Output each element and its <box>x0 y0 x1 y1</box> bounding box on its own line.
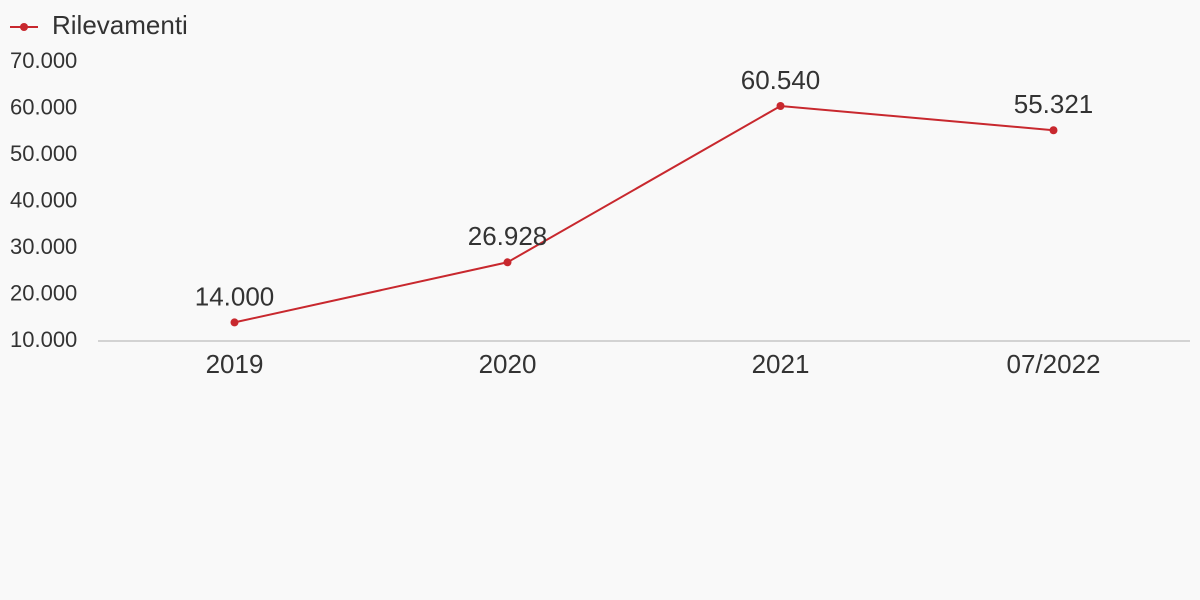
x-tick-label: 07/2022 <box>1007 349 1101 379</box>
data-label: 60.540 <box>741 65 821 95</box>
x-tick-label: 2019 <box>206 349 264 379</box>
data-point <box>503 258 512 267</box>
y-tick-label: 40.000 <box>10 187 77 212</box>
series-line <box>234 104 1054 324</box>
data-label: 26.928 <box>468 221 548 251</box>
y-tick-label: 30.000 <box>10 234 77 259</box>
y-tick-label: 20.000 <box>10 280 77 305</box>
x-tick-label: 2020 <box>479 349 537 379</box>
y-tick-label: 60.000 <box>10 94 77 119</box>
legend-swatch-dot <box>20 23 28 31</box>
y-tick-label: 70.000 <box>10 48 77 73</box>
data-label: 14.000 <box>195 281 275 311</box>
data-label: 55.321 <box>1014 89 1094 119</box>
x-tick-label: 2021 <box>752 349 810 379</box>
y-tick-label: 50.000 <box>10 141 77 166</box>
y-tick-label: 10.000 <box>10 327 77 352</box>
data-point <box>230 318 239 327</box>
legend-label: Rilevamenti <box>52 10 188 40</box>
data-point <box>1049 126 1058 135</box>
data-point <box>776 101 785 110</box>
